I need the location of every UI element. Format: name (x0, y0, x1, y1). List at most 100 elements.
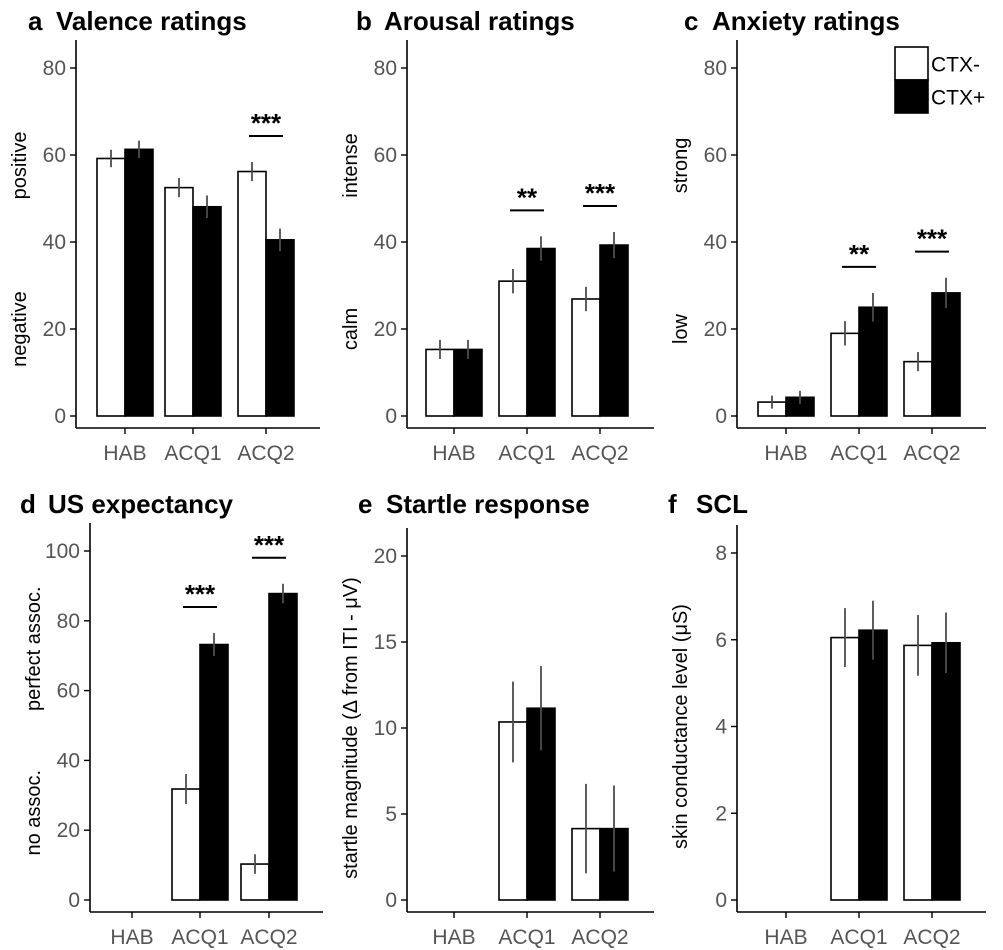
x-tick-label: ACQ1 (171, 926, 228, 949)
y-tick-label: 2 (715, 802, 727, 825)
bar-ctx-minus-acq1 (498, 280, 528, 417)
x-tick-label: HAB (764, 442, 807, 465)
x-tick-label: ACQ2 (903, 926, 960, 949)
panel-c: c Anxiety ratings 0 20 40 60 80 HAB ACQ1 ACQ2 stro… (670, 6, 986, 465)
y-tick-label: 0 (54, 405, 66, 428)
bar-ctx-plus-acq1 (858, 306, 888, 417)
y-tick-label: 80 (374, 57, 397, 80)
panel-e: e Startle response 0 5 10 15 20 HAB ACQ1 ACQ2 star… (340, 489, 654, 949)
y-axis-label: skin conductance level (μS) (670, 604, 692, 849)
y-tick-label: 0 (385, 405, 397, 428)
bar-ctx-plus-hab (453, 348, 483, 417)
y-tick-label: 4 (715, 716, 727, 739)
panel-letter: f (668, 489, 677, 519)
bar-ctx-plus-acq2 (931, 641, 961, 901)
bar-ctx-plus-acq2 (268, 592, 298, 901)
bar-ctx-minus-acq1 (164, 186, 194, 417)
y-tick-label: 6 (715, 629, 727, 652)
y-tick-label: 60 (57, 680, 80, 703)
x-tick-label: ACQ1 (830, 926, 887, 949)
panel-letter: e (358, 489, 372, 519)
bar-ctx-plus-acq1 (526, 247, 556, 417)
y-axis-label-bottom: calm (340, 308, 362, 350)
significance-label: *** (254, 530, 285, 560)
bar-ctx-minus-acq1 (830, 332, 860, 417)
y-axis-label-bottom: low (670, 313, 692, 344)
y-axis-label-top: positive (9, 132, 31, 200)
y-tick-label: 80 (57, 610, 80, 633)
y-tick-label: 60 (704, 144, 727, 167)
y-tick-label: 20 (704, 318, 727, 341)
x-tick-label: HAB (103, 442, 146, 465)
x-tick-label: HAB (764, 926, 807, 949)
y-tick-label: 40 (704, 231, 727, 254)
legend-swatch-ctx-plus (894, 79, 929, 114)
x-tick-label: ACQ1 (830, 442, 887, 465)
panel-letter: a (28, 6, 43, 36)
bar-ctx-plus-acq2 (599, 244, 629, 417)
y-tick-label: 5 (385, 803, 397, 826)
bar-ctx-minus-acq2 (571, 298, 601, 417)
y-tick-label: 10 (374, 717, 397, 740)
bar-ctx-plus-acq1 (199, 643, 229, 901)
y-tick-label: 0 (715, 889, 727, 912)
bar-ctx-minus-acq1 (171, 788, 201, 901)
panel-title: Anxiety ratings (712, 6, 900, 36)
bar-ctx-minus-hab (96, 157, 126, 417)
y-tick-label: 0 (715, 405, 727, 428)
x-tick-label: ACQ2 (240, 926, 297, 949)
x-tick-label: ACQ2 (903, 442, 960, 465)
y-tick-label: 60 (374, 144, 397, 167)
legend: CTX- CTX+ (894, 46, 985, 114)
y-tick-label: 15 (374, 631, 397, 654)
x-tick-label: ACQ2 (571, 442, 628, 465)
y-tick-label: 0 (68, 889, 80, 912)
bar-ctx-plus-hab (124, 148, 154, 417)
significance-label: *** (585, 178, 616, 208)
panel-letter: d (20, 489, 36, 519)
bar-ctx-minus-acq1 (830, 636, 860, 901)
panel-b: b Arousal ratings 0 20 40 60 80 HAB ACQ1 ACQ2 inte… (340, 6, 654, 465)
x-tick-label: ACQ1 (498, 926, 555, 949)
y-tick-label: 40 (57, 749, 80, 772)
panel-title: Startle response (386, 489, 590, 519)
bar-ctx-minus-acq2 (903, 644, 933, 901)
y-axis-label-top: perfect assoc. (23, 586, 45, 711)
bar-ctx-minus-hab (425, 348, 455, 417)
significance-label: *** (917, 224, 948, 254)
panel-f: f SCL 0 2 4 6 8 HAB ACQ1 ACQ2 skin conductance lev… (668, 489, 986, 949)
significance-label: ** (849, 239, 870, 269)
x-tick-label: ACQ2 (237, 442, 294, 465)
bar-ctx-plus-acq2 (265, 239, 295, 417)
legend-label: CTX+ (931, 87, 985, 110)
x-tick-label: ACQ1 (498, 442, 555, 465)
bar-ctx-plus-acq1 (192, 205, 222, 417)
x-tick-label: HAB (432, 926, 475, 949)
y-tick-label: 80 (704, 57, 727, 80)
legend-swatch-ctx-minus (894, 46, 929, 81)
y-tick-label: 0 (385, 889, 397, 912)
y-tick-label: 40 (43, 231, 66, 254)
bar-ctx-plus-acq2 (931, 292, 961, 417)
y-tick-label: 80 (43, 57, 66, 80)
y-tick-label: 60 (43, 144, 66, 167)
y-axis-label-bottom: negative (9, 291, 31, 367)
bar-ctx-plus-acq1 (858, 629, 888, 901)
y-axis-label-top: intense (340, 133, 362, 198)
panel-title: SCL (696, 489, 748, 519)
significance-label: *** (185, 579, 216, 609)
y-axis-label-bottom: no assoc. (23, 770, 45, 856)
y-tick-label: 20 (43, 318, 66, 341)
panel-title: Valence ratings (56, 6, 247, 36)
y-tick-label: 20 (57, 819, 80, 842)
y-axis-label: startle magnitude (Δ from ITI - μV) (340, 577, 362, 879)
legend-label: CTX- (931, 54, 980, 77)
x-tick-label: HAB (110, 926, 153, 949)
panel-letter: c (684, 6, 698, 36)
y-tick-label: 40 (374, 231, 397, 254)
y-tick-label: 100 (45, 540, 80, 563)
y-tick-label: 20 (374, 545, 397, 568)
bar-ctx-minus-acq2 (237, 170, 267, 417)
significance-label: *** (251, 108, 282, 138)
